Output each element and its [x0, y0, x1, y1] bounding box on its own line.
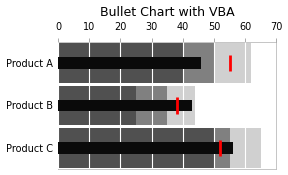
Bar: [58, 128, 214, 168]
Title: Bullet Chart with VBA: Bullet Chart with VBA: [100, 6, 234, 19]
Bar: [58, 128, 230, 168]
Bar: [58, 57, 202, 69]
Bar: [58, 128, 261, 168]
Bar: [58, 43, 251, 83]
Bar: [58, 86, 136, 125]
Bar: [58, 100, 192, 111]
Bar: [58, 43, 183, 83]
Bar: [58, 142, 233, 154]
Bar: [58, 86, 195, 125]
Bar: [58, 86, 167, 125]
Bar: [58, 43, 214, 83]
